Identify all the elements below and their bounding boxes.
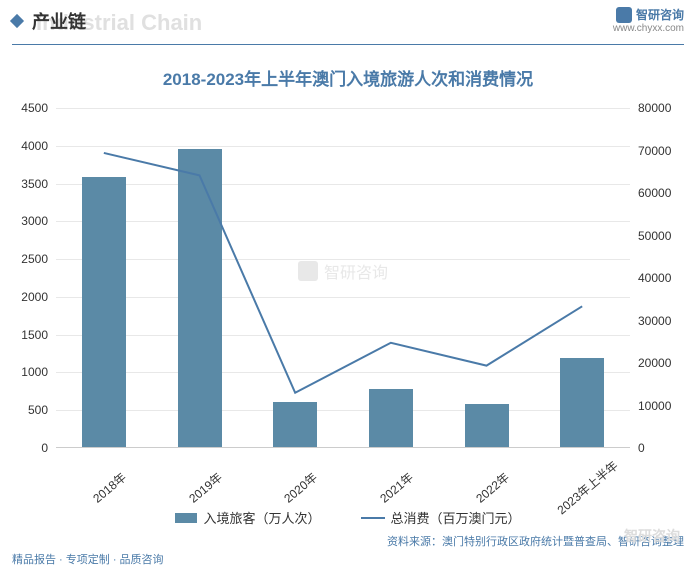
y-right-tick: 30000: [638, 314, 688, 328]
chart-wrapper: 2018-2023年上半年澳门入境旅游人次和消费情况 0500100015002…: [0, 45, 696, 527]
legend-item-line: 总消费（百万澳门元）: [361, 508, 521, 527]
y-left-tick: 1000: [8, 365, 48, 379]
footer-tags: 精品报告 · 专项定制 · 品质咨询: [0, 549, 696, 569]
y-right-tick: 40000: [638, 271, 688, 285]
y-right-tick: 50000: [638, 229, 688, 243]
y-right-tick: 60000: [638, 186, 688, 200]
y-axis-left: 050010001500200025003000350040004500: [12, 108, 52, 448]
y-left-tick: 4000: [8, 139, 48, 153]
y-left-tick: 3000: [8, 214, 48, 228]
y-left-tick: 4500: [8, 101, 48, 115]
y-left-tick: 0: [8, 441, 48, 455]
brand-icon: [616, 7, 632, 23]
y-axis-right: 0100002000030000400005000060000700008000…: [634, 108, 684, 448]
watermark-bottom-right: 智研咨询: [624, 526, 680, 546]
line-overlay: [56, 108, 630, 447]
brand-url: www.chyxx.com: [613, 23, 684, 34]
y-right-tick: 70000: [638, 144, 688, 158]
line-series: [104, 153, 582, 393]
plot-area: 智研咨询: [56, 108, 630, 448]
header-diamond-icon: [10, 14, 24, 28]
brand-block: 智研咨询 www.chyxx.com: [613, 6, 684, 34]
page-header: Industrial Chain 产业链 智研咨询 www.chyxx.com: [0, 0, 696, 42]
y-right-tick: 0: [638, 441, 688, 455]
chart-legend: 入境旅客（万人次） 总消费（百万澳门元）: [12, 508, 684, 527]
legend-item-bar: 入境旅客（万人次）: [175, 508, 320, 527]
y-left-tick: 500: [8, 403, 48, 417]
y-right-tick: 10000: [638, 399, 688, 413]
x-axis-labels: 2018年2019年2020年2021年2022年2023年上半年: [56, 481, 630, 498]
y-right-tick: 20000: [638, 356, 688, 370]
y-right-tick: 80000: [638, 101, 688, 115]
y-left-tick: 2000: [8, 290, 48, 304]
brand-name: 智研咨询: [636, 6, 684, 23]
y-left-tick: 3500: [8, 177, 48, 191]
section-title: 产业链: [32, 8, 86, 34]
chart-plot: 050010001500200025003000350040004500 010…: [12, 108, 684, 448]
brand-logo: 智研咨询: [613, 6, 684, 23]
source-attribution: 资料来源：澳门特别行政区政府统计暨普查局、智研咨询整理: [0, 527, 696, 549]
chart-title: 2018-2023年上半年澳门入境旅游人次和消费情况: [12, 65, 684, 90]
y-left-tick: 1500: [8, 328, 48, 342]
y-left-tick: 2500: [8, 252, 48, 266]
